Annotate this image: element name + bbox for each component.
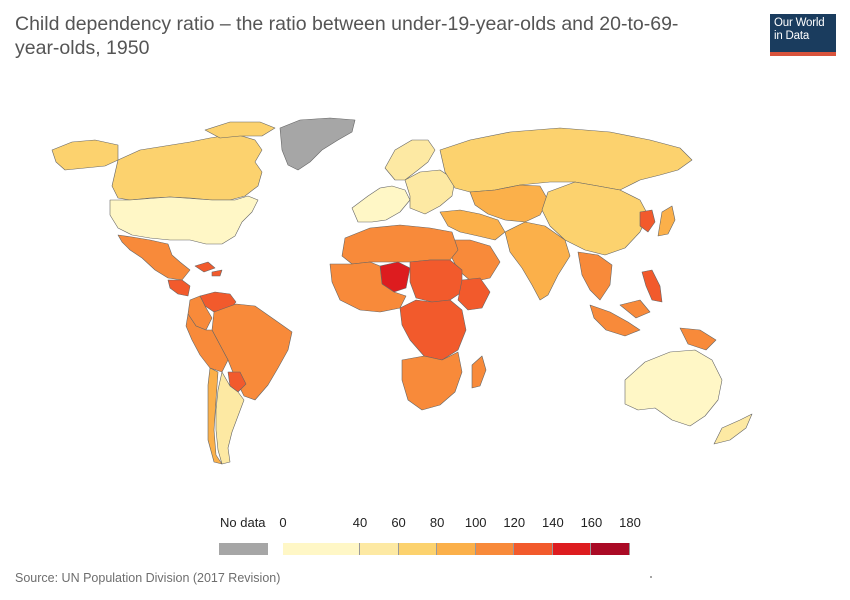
region-southeast-asia[interactable] — [577, 251, 613, 301]
legend-bin-140-160[interactable] — [552, 543, 592, 555]
region-west-africa[interactable] — [329, 261, 407, 313]
region-india[interactable] — [504, 221, 571, 301]
region-greenland[interactable] — [279, 117, 356, 171]
region-japan[interactable] — [657, 205, 676, 237]
legend-tick-60: 60 — [391, 515, 406, 530]
legend-bin-80-100[interactable] — [437, 543, 476, 555]
region-united-states[interactable] — [109, 195, 259, 245]
legend-tick-80: 80 — [429, 515, 445, 530]
region-indonesia[interactable] — [619, 299, 651, 319]
legend-bin-60-80[interactable] — [398, 543, 438, 555]
region-arabia[interactable] — [449, 239, 501, 283]
region-alaska[interactable] — [51, 139, 119, 171]
region-korea[interactable] — [639, 209, 656, 233]
region-europe-east[interactable] — [404, 169, 456, 215]
legend-bin-160-180[interactable] — [591, 543, 630, 555]
region-papua-new-guinea[interactable] — [679, 327, 717, 351]
region-indonesia[interactable] — [589, 304, 641, 337]
legend-bin-0-40[interactable] — [283, 543, 360, 555]
region-australia[interactable] — [624, 349, 723, 427]
world-map — [51, 117, 753, 465]
region-paraguay[interactable] — [227, 371, 247, 393]
region-canada[interactable] — [111, 133, 263, 201]
legend-nodata-label: No data — [220, 515, 266, 530]
chart-title: Child dependency ratio – the ratio betwe… — [15, 13, 679, 59]
legend-tick-40: 40 — [352, 515, 368, 530]
region-middle-east[interactable] — [439, 209, 506, 241]
legend-bin-120-140[interactable] — [514, 543, 553, 555]
region-north-africa[interactable] — [341, 224, 459, 265]
logo-line-1: Our World — [774, 17, 825, 29]
legend-tick-160: 160 — [580, 515, 603, 530]
legend-bin-40-60[interactable] — [360, 543, 399, 555]
region-peru-bolivia[interactable] — [185, 313, 229, 373]
region-russia[interactable] — [439, 127, 693, 193]
region-southern-africa[interactable] — [401, 351, 463, 411]
legend-tick-100: 100 — [464, 515, 487, 530]
owid-logo[interactable]: Our World in Data — [770, 14, 836, 56]
legend-tick-120: 120 — [503, 515, 526, 530]
region-central-america[interactable] — [167, 279, 191, 297]
region-ethiopia[interactable] — [457, 277, 491, 311]
region-central-africa[interactable] — [399, 299, 467, 361]
color-legend: No data 0 40 60 80 100 120 140 160 180 — [0, 510, 850, 560]
legend-tick-140: 140 — [541, 515, 564, 530]
legend-tick-180: 180 — [619, 515, 641, 530]
region-chile[interactable] — [207, 367, 223, 465]
region-philippines[interactable] — [641, 269, 663, 303]
region-caribbean[interactable] — [194, 261, 216, 273]
footer-dot — [650, 576, 652, 578]
region-scandinavia[interactable] — [384, 139, 436, 181]
region-argentina[interactable] — [215, 371, 245, 465]
region-sudan-chad[interactable] — [409, 259, 463, 303]
region-mexico[interactable] — [117, 234, 191, 281]
legend-nodata-swatch[interactable] — [219, 543, 268, 555]
logo-line-2: in Data — [774, 30, 810, 42]
legend-tick-0: 0 — [279, 515, 287, 530]
legend-bin-100-120[interactable] — [475, 543, 515, 555]
source-note[interactable]: Source: UN Population Division (2017 Rev… — [15, 571, 281, 585]
region-canada[interactable] — [204, 121, 276, 139]
region-europe-west[interactable] — [351, 185, 411, 223]
region-caribbean[interactable] — [211, 269, 223, 277]
region-new-zealand[interactable] — [713, 413, 753, 445]
region-china[interactable] — [541, 181, 649, 256]
region-central-asia[interactable] — [469, 184, 549, 223]
region-madagascar[interactable] — [471, 355, 487, 389]
